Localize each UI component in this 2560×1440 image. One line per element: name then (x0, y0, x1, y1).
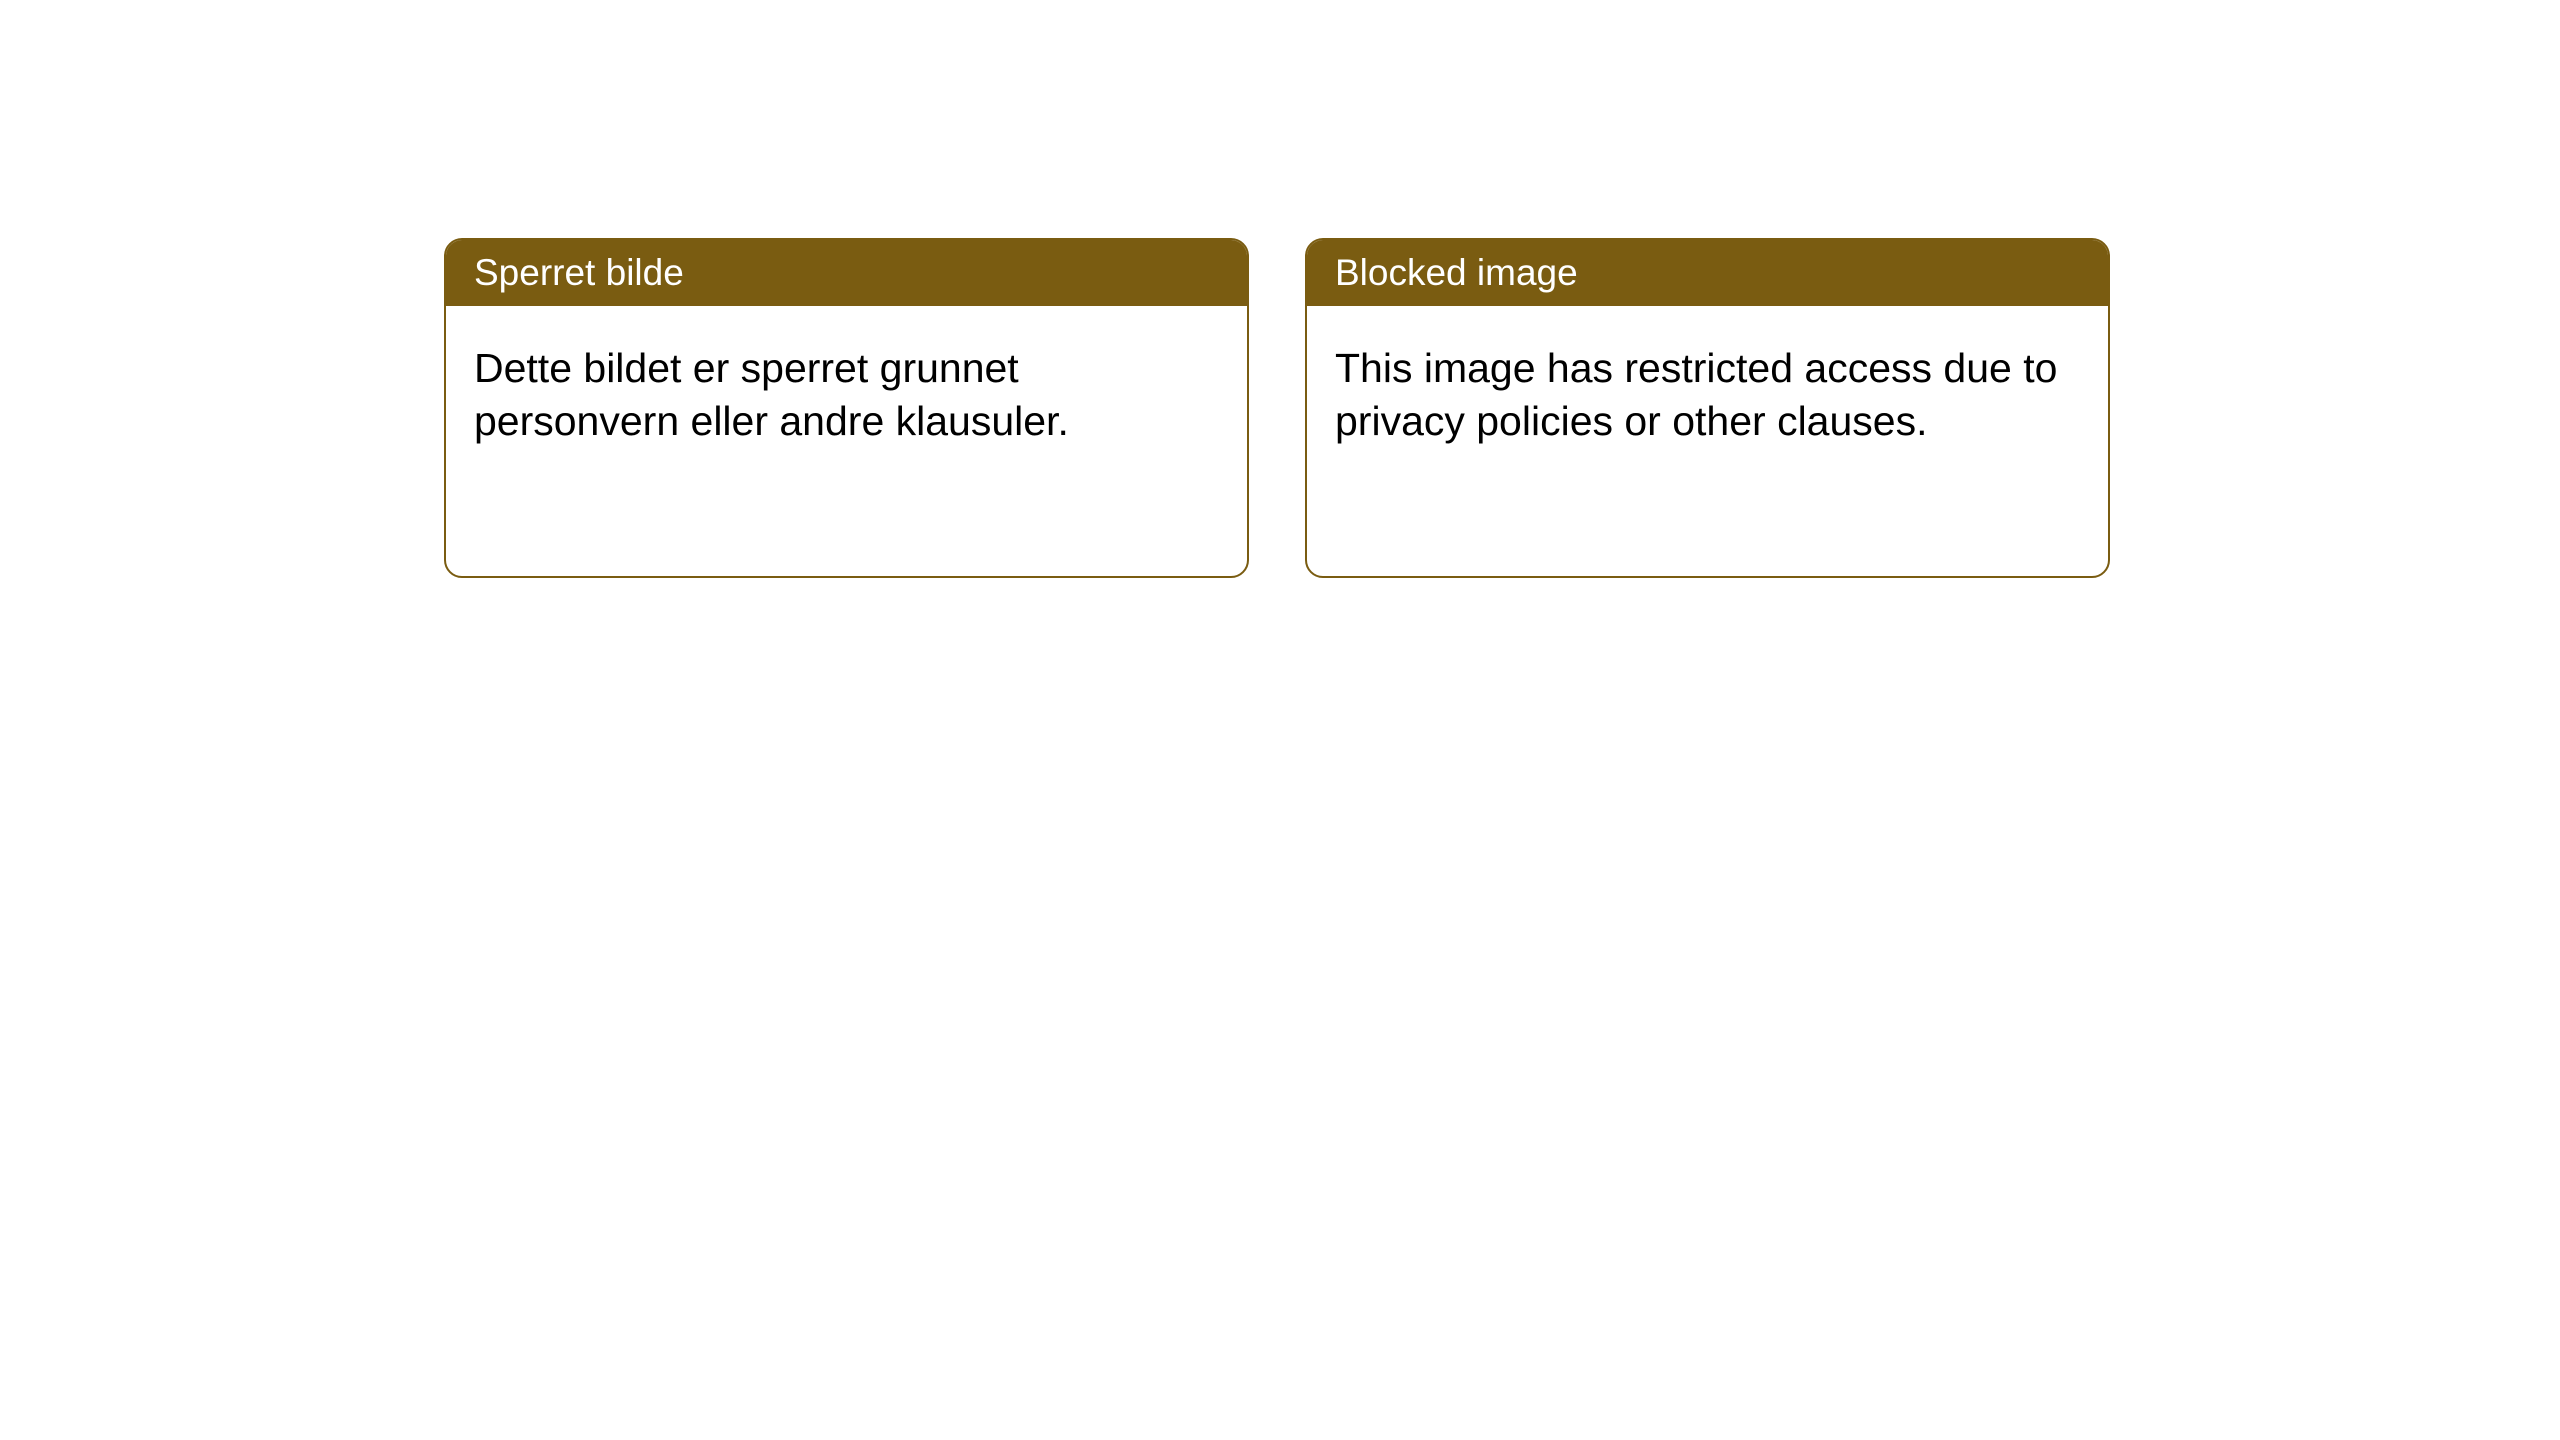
panel-header-en: Blocked image (1307, 240, 2108, 306)
panel-blocked-en: Blocked image This image has restricted … (1305, 238, 2110, 578)
panel-body-text-en: This image has restricted access due to … (1335, 345, 2057, 444)
panel-body-en: This image has restricted access due to … (1307, 306, 2108, 485)
panel-body-text-no: Dette bildet er sperret grunnet personve… (474, 345, 1069, 444)
panel-body-no: Dette bildet er sperret grunnet personve… (446, 306, 1247, 485)
panel-title-en: Blocked image (1335, 252, 1578, 293)
panel-blocked-no: Sperret bilde Dette bildet er sperret gr… (444, 238, 1249, 578)
panel-title-no: Sperret bilde (474, 252, 684, 293)
panel-header-no: Sperret bilde (446, 240, 1247, 306)
panel-container: Sperret bilde Dette bildet er sperret gr… (444, 238, 2110, 578)
